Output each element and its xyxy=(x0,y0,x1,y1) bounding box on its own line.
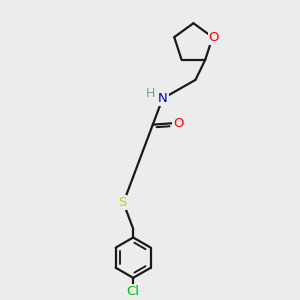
Text: H: H xyxy=(146,87,155,100)
Text: S: S xyxy=(118,196,126,209)
Text: Cl: Cl xyxy=(127,285,140,298)
Text: N: N xyxy=(158,92,167,105)
Text: O: O xyxy=(173,117,183,130)
Text: O: O xyxy=(209,31,219,44)
